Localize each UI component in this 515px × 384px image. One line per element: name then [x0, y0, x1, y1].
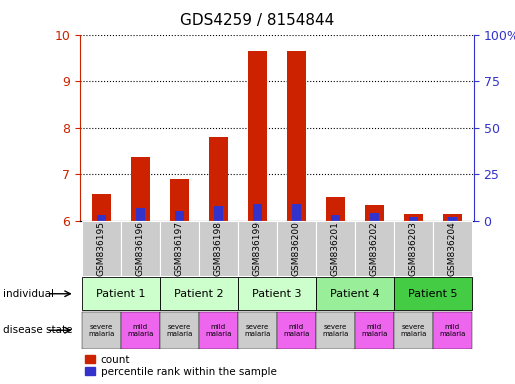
Text: Patient 2: Patient 2: [174, 289, 224, 299]
Text: GSM836203: GSM836203: [409, 221, 418, 276]
Text: severe
malaria: severe malaria: [322, 324, 349, 337]
Text: GSM836204: GSM836204: [448, 221, 457, 276]
Text: GSM836198: GSM836198: [214, 221, 223, 276]
Bar: [292, 204, 301, 221]
Bar: [130, 157, 150, 221]
Bar: [238, 277, 316, 310]
Bar: [160, 221, 199, 276]
Text: mild
malaria: mild malaria: [205, 324, 231, 337]
Bar: [277, 312, 316, 349]
Text: GSM836200: GSM836200: [292, 221, 301, 276]
Bar: [433, 221, 472, 276]
Bar: [248, 51, 267, 221]
Bar: [316, 312, 355, 349]
Bar: [409, 217, 418, 221]
Bar: [121, 221, 160, 276]
Bar: [355, 221, 394, 276]
Bar: [370, 214, 379, 221]
Text: GDS4259 / 8154844: GDS4259 / 8154844: [180, 13, 335, 28]
Bar: [175, 212, 184, 221]
Text: GSM836199: GSM836199: [253, 221, 262, 276]
Bar: [325, 197, 345, 221]
Text: disease state: disease state: [3, 325, 72, 335]
Text: mild
malaria: mild malaria: [283, 324, 310, 337]
Bar: [199, 221, 238, 276]
Bar: [404, 214, 423, 221]
Bar: [253, 204, 262, 221]
Bar: [169, 179, 189, 221]
Text: Patient 1: Patient 1: [96, 289, 146, 299]
Text: GSM836196: GSM836196: [136, 221, 145, 276]
Text: Patient 4: Patient 4: [330, 289, 380, 299]
Text: individual: individual: [3, 289, 54, 299]
Bar: [199, 312, 238, 349]
Bar: [160, 277, 238, 310]
Bar: [316, 221, 355, 276]
Bar: [82, 312, 121, 349]
Bar: [394, 277, 472, 310]
Text: GSM836201: GSM836201: [331, 221, 340, 276]
Text: GSM836197: GSM836197: [175, 221, 184, 276]
Text: mild
malaria: mild malaria: [127, 324, 153, 337]
Text: severe
malaria: severe malaria: [166, 324, 193, 337]
Bar: [277, 221, 316, 276]
Text: Patient 3: Patient 3: [252, 289, 302, 299]
Bar: [121, 312, 160, 349]
Bar: [394, 312, 433, 349]
Bar: [97, 215, 106, 221]
Bar: [448, 217, 457, 221]
Bar: [209, 137, 228, 221]
Text: mild
malaria: mild malaria: [361, 324, 387, 337]
Text: severe
malaria: severe malaria: [88, 324, 114, 337]
Text: severe
malaria: severe malaria: [244, 324, 270, 337]
Bar: [355, 312, 394, 349]
Bar: [136, 208, 145, 221]
Text: mild
malaria: mild malaria: [439, 324, 466, 337]
Bar: [238, 221, 277, 276]
Bar: [82, 221, 121, 276]
Text: Patient 5: Patient 5: [408, 289, 458, 299]
Text: severe
malaria: severe malaria: [400, 324, 426, 337]
Bar: [316, 277, 394, 310]
Bar: [238, 312, 277, 349]
Bar: [82, 277, 160, 310]
Bar: [433, 312, 472, 349]
Bar: [92, 194, 111, 221]
Bar: [365, 205, 384, 221]
Bar: [394, 221, 433, 276]
Bar: [442, 214, 462, 221]
Text: GSM836202: GSM836202: [370, 221, 379, 276]
Bar: [160, 312, 199, 349]
Bar: [286, 51, 306, 221]
Bar: [331, 215, 340, 221]
Text: GSM836195: GSM836195: [97, 221, 106, 276]
Bar: [214, 206, 222, 221]
Legend: count, percentile rank within the sample: count, percentile rank within the sample: [85, 355, 277, 377]
